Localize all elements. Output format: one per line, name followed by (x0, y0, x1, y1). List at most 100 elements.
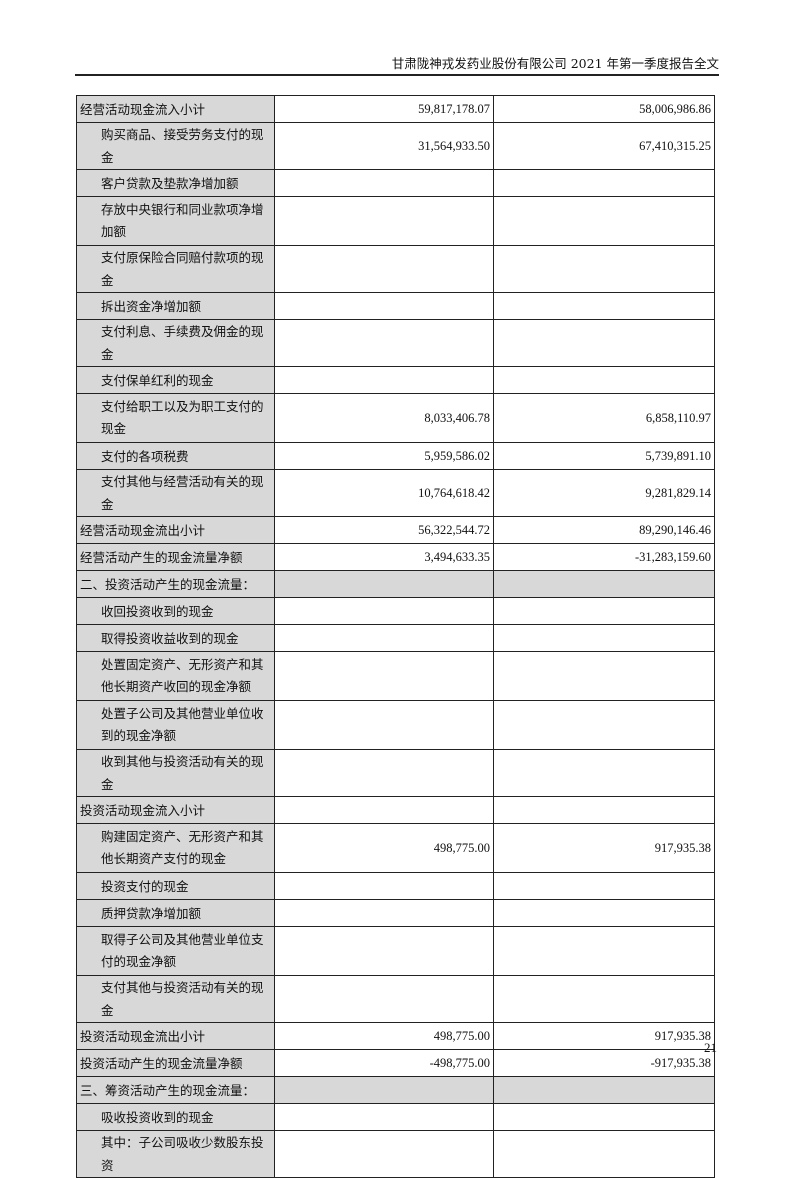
cell-previous-period (493, 1076, 715, 1104)
cell-previous-period (493, 366, 715, 394)
row-label: 其中：子公司吸收少数股东投资 (76, 1130, 275, 1178)
cell-previous-period (493, 1103, 715, 1131)
row-label: 支付保单红利的现金 (76, 366, 275, 394)
row-label: 支付给职工以及为职工支付的现金 (76, 393, 275, 443)
row-label: 经营活动现金流出小计 (76, 516, 275, 544)
table-row: 拆出资金净增加额 (76, 292, 715, 320)
cell-previous-period: 5,739,891.10 (493, 442, 715, 470)
row-label: 取得投资收益收到的现金 (76, 624, 275, 652)
cell-current-period (274, 975, 494, 1023)
table-row: 购建固定资产、无形资产和其他长期资产支付的现金 498,775.00 917,935… (76, 823, 715, 873)
table-row: 购买商品、接受劳务支付的现金 31,564,933.50 67,410,315.25 (76, 122, 715, 170)
row-label: 投资活动现金流出小计 (76, 1022, 275, 1050)
cell-previous-period: 9,281,829.14 (493, 469, 715, 517)
cell-current-period (274, 366, 494, 394)
row-label: 收到其他与投资活动有关的现金 (76, 749, 275, 797)
table-row: 处置子公司及其他营业单位收到的现金净额 (76, 700, 715, 750)
cell-previous-period: 67,410,315.25 (493, 122, 715, 170)
table-row: 吸收投资收到的现金 (76, 1103, 715, 1131)
cell-previous-period (493, 1130, 715, 1178)
cell-current-period: 31,564,933.50 (274, 122, 494, 170)
row-label: 存放中央银行和同业款项净增加额 (76, 196, 275, 246)
row-label: 经营活动现金流入小计 (76, 95, 275, 123)
cell-previous-period (493, 975, 715, 1023)
row-label: 收回投资收到的现金 (76, 597, 275, 625)
table-row: 投资活动产生的现金流量净额 -498,775.00 -917,935.38 (76, 1049, 715, 1077)
cell-current-period: 10,764,618.42 (274, 469, 494, 517)
cell-current-period: -498,775.00 (274, 1049, 494, 1077)
table-row: 支付的各项税费 5,959,586.02 5,739,891.10 (76, 442, 715, 470)
cell-current-period (274, 700, 494, 750)
cell-current-period (274, 597, 494, 625)
table-row: 支付给职工以及为职工支付的现金 8,033,406.78 6,858,110.97 (76, 393, 715, 443)
table-row: 收到其他与投资活动有关的现金 (76, 749, 715, 797)
row-label: 支付其他与投资活动有关的现金 (76, 975, 275, 1023)
table-row: 投资支付的现金 (76, 872, 715, 900)
row-label: 投资活动现金流入小计 (76, 796, 275, 824)
table-row: 经营活动现金流出小计 56,322,544.72 89,290,146.46 (76, 516, 715, 544)
report-header-title: 甘肃陇神戎发药业股份有限公司 2021 年第一季度报告全文 (391, 56, 719, 71)
cell-current-period: 5,959,586.02 (274, 442, 494, 470)
cell-current-period: 498,775.00 (274, 823, 494, 873)
cell-previous-period: -31,283,159.60 (493, 543, 715, 571)
cell-current-period (274, 926, 494, 976)
cell-current-period: 8,033,406.78 (274, 393, 494, 443)
cell-previous-period: 917,935.38 (493, 1022, 715, 1050)
cell-current-period (274, 624, 494, 652)
cash-flow-table: 经营活动现金流入小计 59,817,178.07 58,006,986.86 购买商品… (76, 95, 715, 1178)
table-row: 其中：子公司吸收少数股东投资 (76, 1130, 715, 1178)
row-label: 购建固定资产、无形资产和其他长期资产支付的现金 (76, 823, 275, 873)
cell-previous-period (493, 196, 715, 246)
cell-previous-period (493, 651, 715, 701)
cell-previous-period (493, 597, 715, 625)
table-row: 处置固定资产、无形资产和其他长期资产收回的现金净额 (76, 651, 715, 701)
cell-previous-period (493, 700, 715, 750)
cell-current-period (274, 196, 494, 246)
row-label: 三、筹资活动产生的现金流量： (76, 1076, 275, 1104)
cell-current-period (274, 899, 494, 927)
table-row: 支付保单红利的现金 (76, 366, 715, 394)
row-label: 质押贷款净增加额 (76, 899, 275, 927)
cell-current-period: 56,322,544.72 (274, 516, 494, 544)
cell-current-period (274, 796, 494, 824)
cell-previous-period: 917,935.38 (493, 823, 715, 873)
table-row: 经营活动产生的现金流量净额 3,494,633.35 -31,283,159.60 (76, 543, 715, 571)
table-row: 取得投资收益收到的现金 (76, 624, 715, 652)
row-label: 处置固定资产、无形资产和其他长期资产收回的现金净额 (76, 651, 275, 701)
table-row: 质押贷款净增加额 (76, 899, 715, 927)
row-label: 购买商品、接受劳务支付的现金 (76, 122, 275, 170)
table-row: 支付其他与投资活动有关的现金 (76, 975, 715, 1023)
header-rule (75, 74, 719, 76)
table-row: 投资活动现金流出小计 498,775.00 917,935.38 (76, 1022, 715, 1050)
cell-previous-period (493, 245, 715, 293)
cell-current-period (274, 1130, 494, 1178)
row-label: 二、投资活动产生的现金流量： (76, 570, 275, 598)
row-label: 支付的各项税费 (76, 442, 275, 470)
row-label: 支付利息、手续费及佣金的现金 (76, 319, 275, 367)
table-row: 二、投资活动产生的现金流量： (76, 570, 715, 598)
cell-current-period (274, 292, 494, 320)
cell-previous-period (493, 872, 715, 900)
cell-previous-period: 58,006,986.86 (493, 95, 715, 123)
cell-previous-period (493, 899, 715, 927)
cell-current-period (274, 169, 494, 197)
cell-previous-period: -917,935.38 (493, 1049, 715, 1077)
row-label: 经营活动产生的现金流量净额 (76, 543, 275, 571)
cell-previous-period (493, 749, 715, 797)
cell-current-period (274, 570, 494, 598)
row-label: 吸收投资收到的现金 (76, 1103, 275, 1131)
cell-current-period (274, 1103, 494, 1131)
cell-previous-period (493, 570, 715, 598)
cell-current-period (274, 245, 494, 293)
table-row: 客户贷款及垫款净增加额 (76, 169, 715, 197)
cell-previous-period (493, 624, 715, 652)
cell-current-period (274, 319, 494, 367)
cell-previous-period (493, 292, 715, 320)
cell-current-period: 59,817,178.07 (274, 95, 494, 123)
table-row: 支付其他与经营活动有关的现金 10,764,618.42 9,281,829.14 (76, 469, 715, 517)
table-row: 支付利息、手续费及佣金的现金 (76, 319, 715, 367)
row-label: 取得子公司及其他营业单位支付的现金净额 (76, 926, 275, 976)
table-row: 收回投资收到的现金 (76, 597, 715, 625)
cell-previous-period (493, 169, 715, 197)
cell-previous-period: 89,290,146.46 (493, 516, 715, 544)
